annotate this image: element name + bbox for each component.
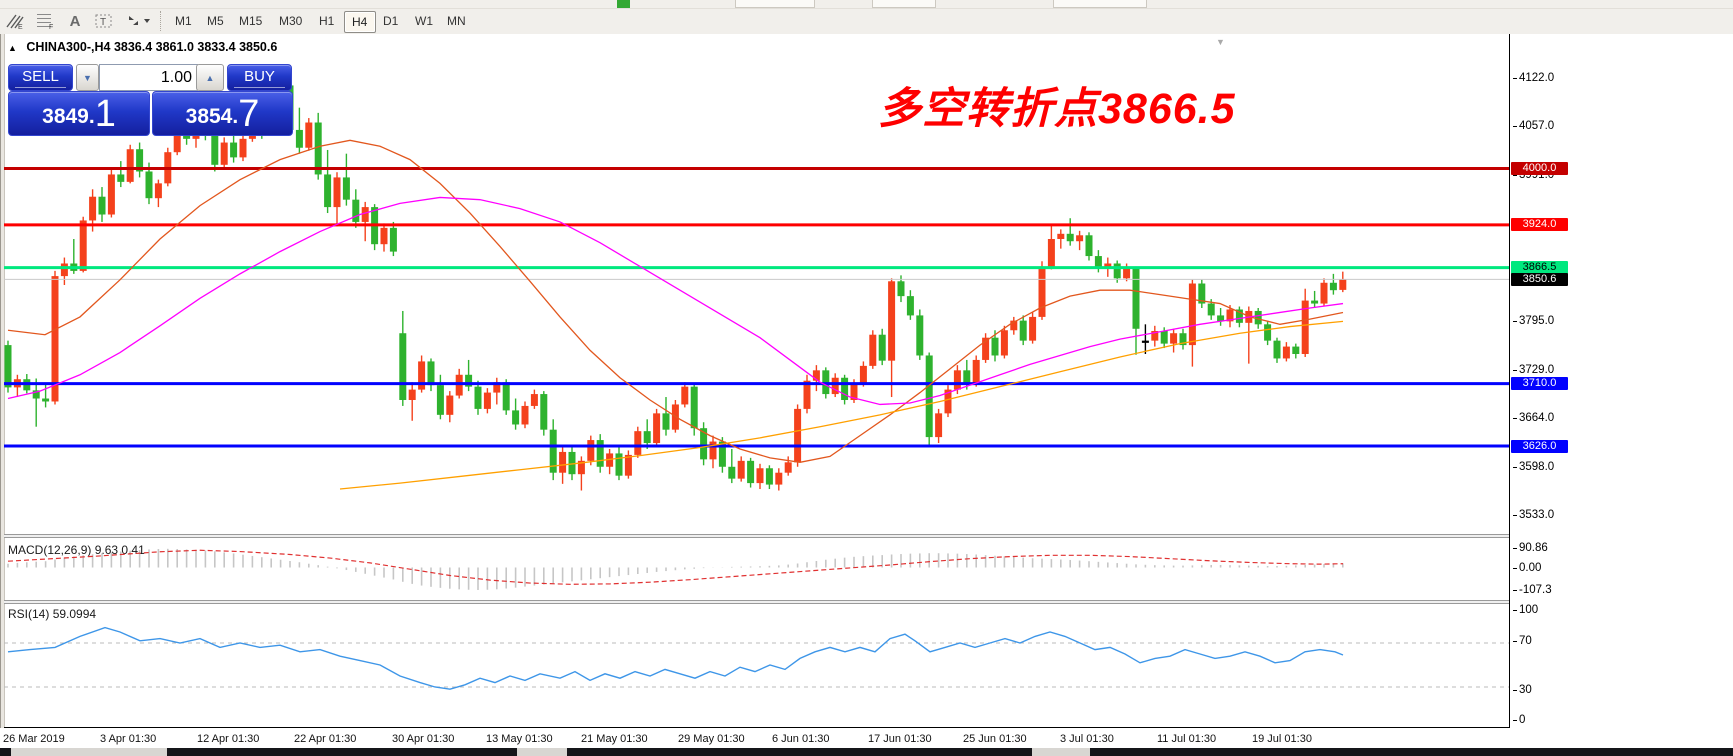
macd-axis-label: 0.00	[1512, 562, 1542, 574]
date-label: 6 Jun 01:30	[772, 733, 830, 745]
price-badge-4000.0: 4000.0	[1511, 162, 1568, 176]
date-label: 12 Apr 01:30	[197, 733, 260, 745]
top-strip-green-icon	[617, 0, 630, 8]
text-label-icon[interactable]: A	[69, 12, 81, 30]
taskbar-segment	[0, 748, 11, 756]
taskbar-strip	[0, 748, 1733, 756]
taskbar-segment	[567, 748, 1032, 756]
sell-button[interactable]: SELL	[8, 64, 73, 91]
buy-price-pips: 7	[238, 93, 260, 135]
top-strip-button	[872, 0, 936, 8]
date-label: 22 Apr 01:30	[294, 733, 357, 745]
rsi-axis-label: 30	[1513, 684, 1532, 696]
date-label: 19 Jul 01:30	[1252, 733, 1312, 745]
toolbar: E F A T M1 M5 M15 M30 H1 H4 D1 W1 MN	[0, 9, 1733, 35]
taskbar-segment	[167, 748, 517, 756]
chart-shift-marker-icon[interactable]: ▼	[1216, 37, 1225, 47]
timeframe-button-MN[interactable]: MN	[447, 14, 466, 28]
sell-price-main: 3849	[42, 105, 89, 128]
volume-decrease-button[interactable]: ▼	[76, 64, 99, 91]
timeframe-button-M1[interactable]: M1	[175, 14, 192, 28]
rsi-axis-label: 0	[1512, 714, 1526, 726]
timeframe-button-M15[interactable]: M15	[239, 14, 263, 28]
price-tick-label: 4122.0	[1512, 72, 1555, 84]
chart-window[interactable]	[0, 34, 1733, 748]
date-label: 21 May 01:30	[581, 733, 648, 745]
toolbar-separator	[160, 11, 161, 31]
price-tick-label: 3664.0	[1512, 411, 1555, 424]
date-label: 17 Jun 01:30	[868, 733, 932, 745]
rsi-label: RSI(14) 59.0994	[8, 607, 97, 621]
date-label: 29 May 01:30	[678, 733, 745, 745]
rsi-axis-label: 100	[1512, 604, 1539, 616]
pane-bottom-border	[4, 727, 1510, 728]
price-badge-3850.6: 3850.6	[1511, 272, 1568, 286]
macd-value-1: 9.63	[94, 543, 119, 557]
chart-annotation-text: 多空转折点3866.5	[878, 85, 1236, 133]
top-strip-button	[735, 0, 815, 8]
pane-divider-macd[interactable]	[4, 534, 1509, 538]
buy-button[interactable]: BUY	[227, 64, 292, 91]
svg-text:E: E	[18, 24, 23, 30]
date-label: 30 Apr 01:30	[392, 733, 455, 745]
volume-increase-button[interactable]: ▲	[196, 64, 224, 91]
grid-icon[interactable]: F	[34, 10, 58, 32]
svg-text:T: T	[100, 17, 106, 28]
window-left-edge	[0, 34, 5, 748]
sell-price-button[interactable]: 3849. 1	[8, 91, 150, 136]
price-tick-label: 3729.0	[1512, 363, 1555, 376]
timeframe-button-H1[interactable]: H1	[319, 14, 335, 28]
date-label: 13 May 01:30	[486, 733, 553, 745]
timeframe-button-D1[interactable]: D1	[383, 14, 399, 28]
timeframe-button-H4[interactable]: H4	[344, 11, 376, 33]
price-axis[interactable]: 4122.0 4057.0 3991.0 3795.0 3729.0 3664.0 3598…	[1510, 34, 1733, 748]
price-badge-3924.0: 3924.0	[1511, 218, 1568, 232]
macd-value-2: 0.41	[121, 543, 145, 557]
date-label: 11 Jul 01:30	[1157, 733, 1217, 745]
buy-price-button[interactable]: 3854. 7	[152, 91, 293, 136]
macd-axis-label: -107.3	[1513, 584, 1552, 596]
svg-text:F: F	[49, 24, 53, 30]
timeframe-button-W1[interactable]: W1	[415, 14, 433, 28]
rsi-value: 59.0994	[52, 607, 97, 621]
price-tick-label: 4057.0	[1512, 120, 1555, 133]
pane-divider-rsi[interactable]	[4, 600, 1509, 604]
collapse-arrow-icon[interactable]: ▲	[8, 43, 17, 53]
price-tick-label: 3533.0	[1512, 509, 1555, 521]
taskbar-segment	[1090, 748, 1733, 756]
price-badge-3626.0: 3626.0	[1511, 439, 1568, 453]
macd-label: MACD(12,26,9) 9.63 0.41	[8, 543, 145, 557]
macd-axis-label: 90.86	[1513, 542, 1548, 554]
time-axis[interactable]: 26 Mar 2019 3 Apr 01:30 12 Apr 01:30 22 Apr…	[0, 728, 1733, 748]
window-top-strip	[0, 0, 1733, 9]
volume-input[interactable]	[99, 64, 198, 91]
date-label: 3 Apr 01:30	[100, 733, 157, 745]
caret-down-icon: ▼	[83, 72, 92, 83]
date-label: 3 Jul 01:30	[1060, 733, 1114, 745]
price-badge-3866.5: 3866.5	[1511, 261, 1568, 275]
chart-ohlc-values: 3836.4 3861.0 3833.4 3850.6	[113, 40, 278, 54]
top-strip-button	[1053, 0, 1147, 8]
price-tick-label: 3795.0	[1512, 314, 1555, 327]
timeframe-button-M30[interactable]: M30	[279, 14, 303, 28]
line-studies-icon[interactable]: E	[3, 10, 27, 32]
date-label: 26 Mar 2019	[3, 733, 65, 745]
rsi-axis-label: 70	[1513, 635, 1532, 647]
arrange-arrows-icon[interactable]	[122, 10, 154, 32]
chart-right-border	[1509, 34, 1510, 728]
sell-price-pips: 1	[94, 93, 116, 135]
caret-up-icon: ▲	[205, 72, 215, 83]
chart-symbol: CHINA300-,H4	[26, 40, 111, 54]
date-label: 25 Jun 01:30	[963, 733, 1027, 745]
text-box-icon[interactable]: T	[92, 10, 116, 32]
timeframe-button-M5[interactable]: M5	[207, 14, 224, 28]
price-tick-label: 3598.0	[1512, 460, 1555, 473]
chart-title: ▲ CHINA300-,H4 3836.4 3861.0 3833.4 3850…	[8, 40, 277, 54]
price-badge-3710.0: 3710.0	[1511, 377, 1568, 391]
buy-price-main: 3854	[185, 105, 233, 128]
